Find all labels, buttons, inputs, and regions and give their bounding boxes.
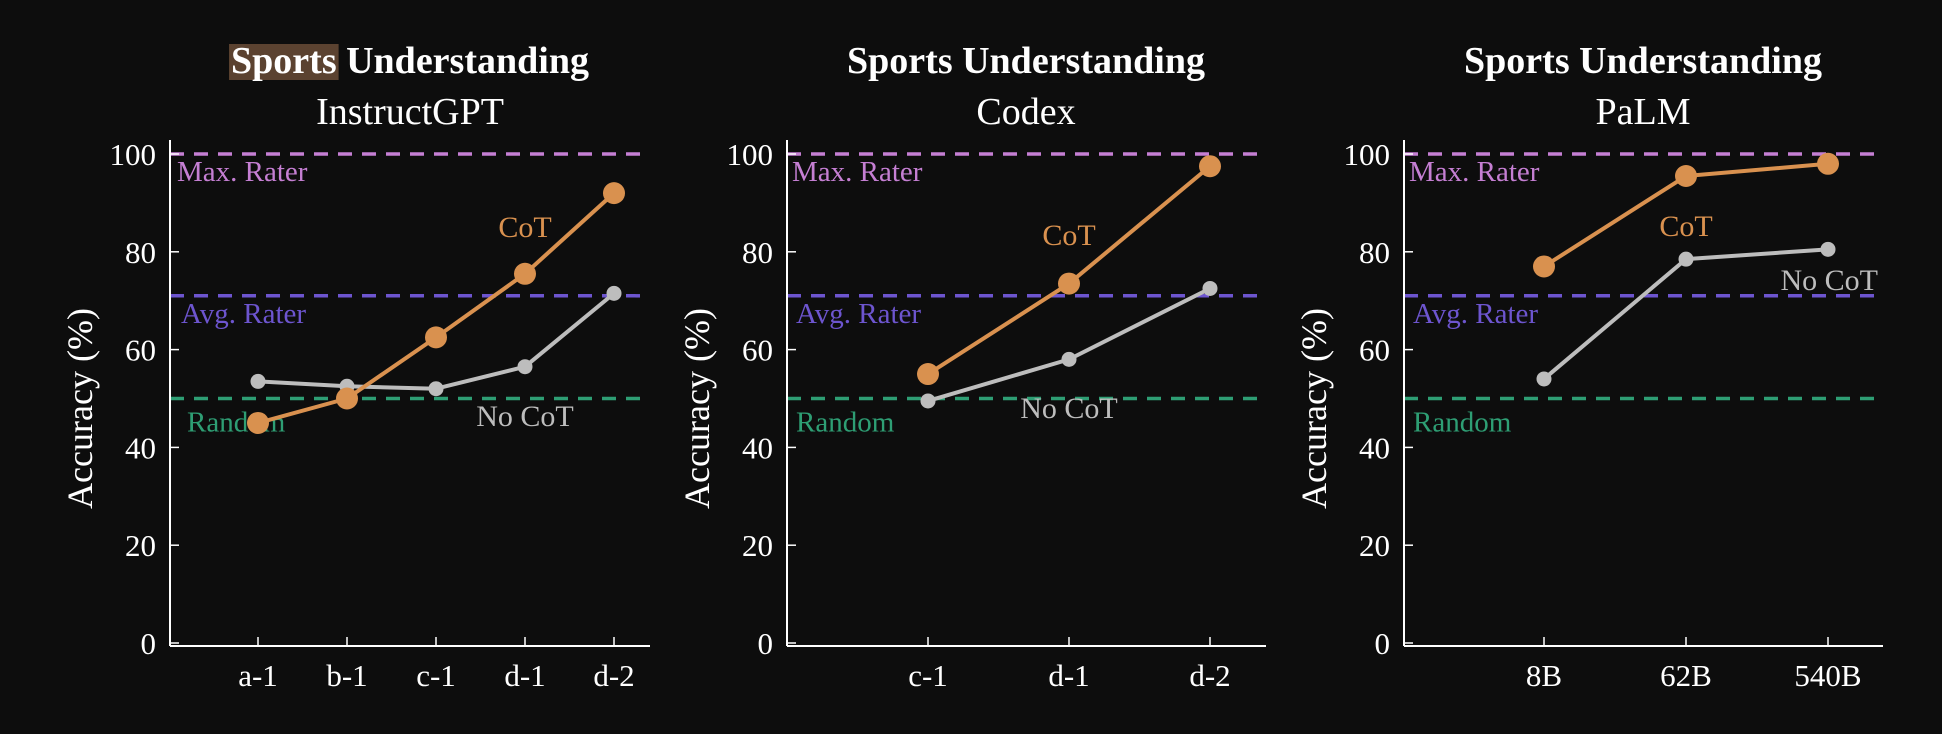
chart-title: Sports Understanding	[1464, 40, 1822, 82]
no-cot-data-point	[1061, 351, 1077, 367]
x-tick-label: a-1	[238, 658, 278, 693]
cot-data-point	[1058, 272, 1080, 295]
cot-data-point	[1199, 155, 1221, 178]
y-tick-label: 100	[1344, 137, 1391, 172]
y-tick-label: 20	[1359, 528, 1390, 563]
chart-subtitle: PaLM	[1596, 91, 1691, 133]
x-tick-label: c-1	[416, 658, 456, 693]
no-cot-series-label: No CoT	[476, 400, 574, 433]
no-cot-data-point	[606, 285, 622, 301]
cot-series-line	[926, 164, 1212, 376]
y-tick-label: 0	[141, 626, 157, 661]
chart-panel-1: Sports Understanding InstructGPT Accuracy …	[60, 40, 650, 693]
cot-data-point	[247, 411, 269, 434]
no-cot-data-point	[1202, 280, 1218, 296]
reference-line-label: Avg. Rater	[181, 298, 306, 330]
no-cot-data-point	[517, 359, 533, 375]
x-tick-label: d-2	[1189, 658, 1230, 693]
chart-title-rest: Understanding	[337, 40, 589, 82]
chart-subtitle: Codex	[976, 91, 1075, 133]
y-tick-label: 60	[125, 333, 156, 368]
chart-panel-3: Sports Understanding PaLM Accuracy (%) Max.…	[1294, 40, 1883, 693]
no-cot-data-point	[1820, 241, 1836, 257]
y-tick-label: 20	[742, 528, 773, 563]
x-tick-label: 540B	[1794, 658, 1861, 693]
no-cot-data-point	[1678, 251, 1694, 267]
y-tick-label: 100	[727, 137, 774, 172]
cot-data-point	[1533, 255, 1555, 278]
cot-data-point	[1675, 165, 1697, 188]
chart-title: Sports Understanding	[231, 40, 589, 82]
reference-line-label: Max. Rater	[792, 156, 923, 188]
cot-data-point	[917, 363, 939, 386]
y-tick-label: 40	[125, 430, 156, 465]
y-tick-label: 0	[758, 626, 774, 661]
x-tick-label: d-2	[593, 658, 634, 693]
reference-line-label: Max. Rater	[177, 156, 308, 188]
x-tick-label: d-1	[504, 658, 545, 693]
y-tick-label: 80	[1359, 235, 1390, 270]
reference-line-label: Random	[1413, 407, 1512, 439]
reference-line-label: Random	[187, 407, 286, 439]
no-cot-data-point	[1536, 371, 1552, 387]
y-tick-label: 40	[742, 430, 773, 465]
no-cot-data-point	[920, 393, 936, 409]
cot-data-point	[514, 262, 536, 285]
cot-series-label: CoT	[1659, 210, 1712, 243]
y-axis-label: Accuracy (%)	[1294, 308, 1334, 509]
x-tick-label: 62B	[1660, 658, 1712, 693]
y-tick-label: 60	[742, 333, 773, 368]
y-tick-label: 60	[1359, 333, 1390, 368]
cot-series-label: CoT	[1042, 219, 1095, 252]
y-tick-label: 0	[1375, 626, 1391, 661]
cot-data-point	[1817, 152, 1839, 175]
no-cot-data-point	[428, 381, 444, 397]
x-tick-label: b-1	[326, 658, 367, 693]
y-axis-label: Accuracy (%)	[60, 308, 100, 509]
y-tick-label: 100	[110, 137, 157, 172]
chart-title-highlight: Sports	[231, 40, 337, 82]
chart-title: Sports Understanding	[847, 40, 1205, 82]
no-cot-series-label: No CoT	[1781, 264, 1879, 297]
cot-data-point	[336, 387, 358, 410]
x-tick-label: c-1	[908, 658, 948, 693]
chart-subtitle: InstructGPT	[316, 91, 504, 133]
no-cot-data-point	[250, 373, 266, 389]
chart-panel-2: Sports Understanding Codex Accuracy (%) Max…	[677, 40, 1266, 693]
cot-data-point	[425, 326, 447, 349]
chart-title-highlight-box	[229, 44, 339, 80]
reference-line-label: Avg. Rater	[1413, 298, 1538, 330]
y-tick-label: 20	[125, 528, 156, 563]
x-tick-label: 8B	[1526, 658, 1562, 693]
y-tick-label: 40	[1359, 430, 1390, 465]
cot-data-point	[603, 182, 625, 205]
y-tick-label: 80	[742, 235, 773, 270]
reference-line-label: Avg. Rater	[796, 298, 921, 330]
reference-line-label: Max. Rater	[1409, 156, 1540, 188]
no-cot-series-label: No CoT	[1020, 392, 1118, 425]
x-tick-label: d-1	[1048, 658, 1089, 693]
y-axis-label: Accuracy (%)	[677, 308, 717, 509]
y-tick-label: 80	[125, 235, 156, 270]
reference-line-label: Random	[796, 407, 895, 439]
cot-series-label: CoT	[498, 211, 551, 244]
